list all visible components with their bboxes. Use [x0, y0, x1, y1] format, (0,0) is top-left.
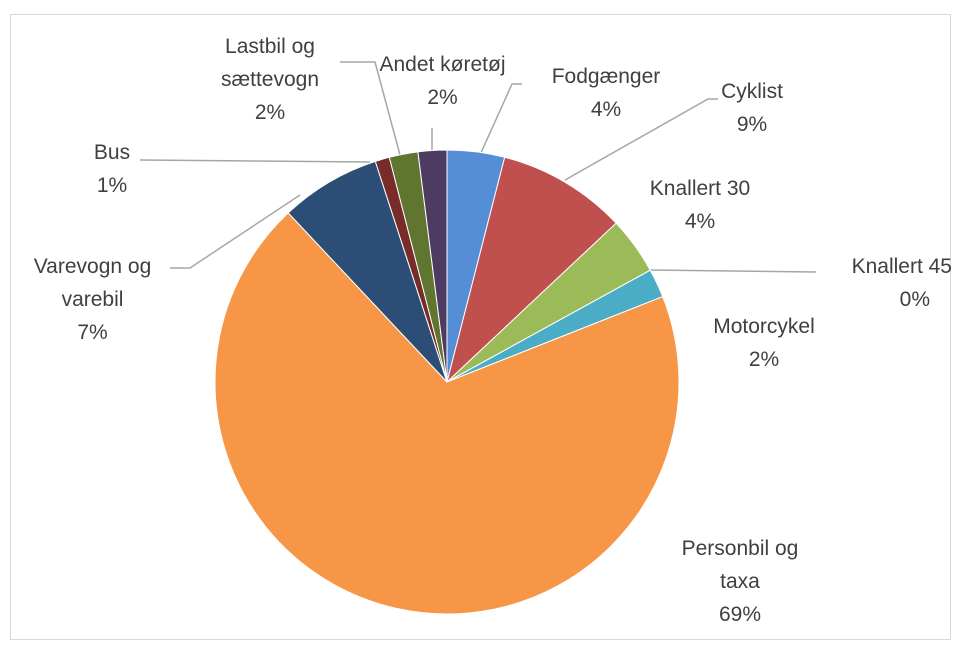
pie-slice [287, 160, 448, 383]
pie-slice [417, 149, 448, 383]
leader-line [479, 83, 522, 156]
leader-line [139, 159, 371, 163]
category-label: Cyklist [721, 80, 783, 103]
pie-slice [446, 156, 617, 384]
value-label: 7% [77, 321, 108, 344]
data-label: Cyklist 9% [692, 75, 812, 141]
leader-line [649, 269, 817, 273]
value-label: 69% [718, 603, 762, 626]
data-label: Varevogn og varebil 7% [10, 250, 175, 349]
category-label: Lastbil og sættevogn [220, 35, 320, 91]
leader-line [564, 98, 718, 181]
category-label: Andet køretøj [379, 53, 506, 76]
data-label: Lastbil og sættevogn 2% [200, 30, 340, 129]
category-label: Personbil og taxa [681, 537, 799, 593]
data-label: Andet køretøj 2% [360, 48, 525, 114]
value-label: 4% [684, 210, 716, 233]
value-label: 2% [427, 86, 458, 109]
data-label: Motorcykel 2% [694, 310, 834, 376]
category-label: Varevogn og varebil [33, 255, 152, 311]
data-label: Knallert 30 4% [630, 172, 770, 238]
pie-slice [214, 212, 680, 615]
leader-line [340, 61, 401, 156]
data-label: Knallert 45 0% [812, 250, 952, 316]
category-label: Knallert 30 [649, 177, 751, 200]
category-label: Knallert 45 [851, 255, 952, 278]
leader-line [170, 194, 301, 269]
category-label: Bus [93, 141, 131, 164]
value-label: 2% [254, 101, 286, 124]
value-label: 4% [590, 98, 622, 121]
data-label: Bus 1% [62, 136, 162, 202]
value-label: 0% [899, 288, 930, 311]
category-label: Motorcykel [713, 315, 815, 338]
value-label: 1% [96, 174, 128, 197]
pie [214, 149, 680, 615]
data-label: Personbil og taxa 69% [660, 532, 820, 631]
data-label: Fodgænger 4% [526, 60, 686, 126]
category-label: Fodgænger [551, 65, 661, 88]
value-label: 2% [748, 348, 780, 371]
value-label: 9% [736, 113, 768, 136]
